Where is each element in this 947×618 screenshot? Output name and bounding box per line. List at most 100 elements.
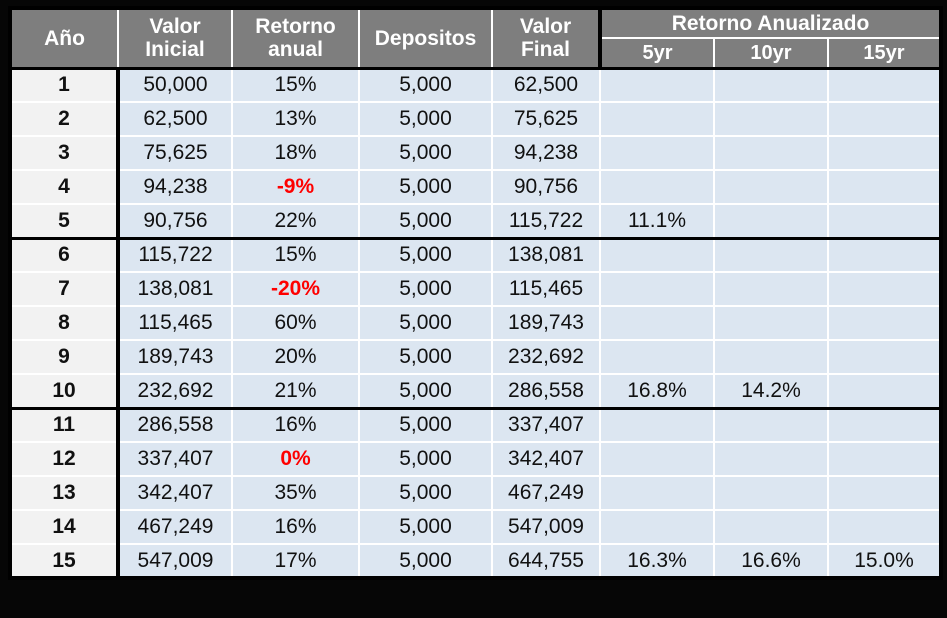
cell-final-value: 115,722 [491,203,601,240]
cell-deposit: 5,000 [358,441,493,477]
cell-initial-value: 337,407 [117,441,233,477]
cell-return-10yr [713,339,829,375]
cell-final-value: 342,407 [491,441,601,477]
cell-return-5yr [599,135,715,171]
cell-return-15yr [827,339,942,375]
cell-return-5yr [599,101,715,137]
cell-annual-return: 17% [231,543,360,579]
cell-year: 9 [9,339,120,375]
cell-return-5yr [599,271,715,307]
cell-deposit: 5,000 [358,203,493,240]
cell-return-5yr [599,339,715,375]
cell-initial-value: 115,722 [117,237,233,273]
cell-return-15yr [827,305,942,341]
cell-initial-value: 189,743 [117,339,233,375]
cell-return-10yr [713,237,829,273]
cell-final-value: 286,558 [491,373,601,410]
cell-year: 11 [9,407,120,443]
col-header-final-value: Valor Final [491,7,602,69]
cell-annual-return: 22% [231,203,360,240]
cell-return-15yr [827,169,942,205]
col-header-initial-value: Valor Inicial [117,7,233,69]
cell-initial-value: 115,465 [117,305,233,341]
cell-return-5yr [599,407,715,443]
cell-initial-value: 547,009 [117,543,233,579]
cell-return-5yr [599,305,715,341]
cell-return-15yr [827,475,942,511]
cell-annual-return: 16% [231,509,360,545]
cell-annual-return: 16% [231,407,360,443]
cell-deposit: 5,000 [358,373,493,410]
cell-annual-return: 60% [231,305,360,341]
cell-initial-value: 138,081 [117,271,233,307]
cell-final-value: 467,249 [491,475,601,511]
cell-return-10yr [713,66,829,103]
investment-returns-table: Año Valor Inicial Retorno anual Deposito… [8,6,943,580]
cell-deposit: 5,000 [358,475,493,511]
cell-initial-value: 94,238 [117,169,233,205]
cell-annual-return: 21% [231,373,360,410]
cell-final-value: 644,755 [491,543,601,579]
table-row: 5 90,756 22% 5,000 115,722 11.1% [9,203,942,240]
cell-return-15yr: 15.0% [827,543,942,579]
cell-year: 7 [9,271,120,307]
cell-return-5yr: 16.3% [599,543,715,579]
table-row: 8 115,465 60% 5,000 189,743 [9,305,942,341]
cell-final-value: 547,009 [491,509,601,545]
cell-return-15yr [827,271,942,307]
cell-final-value: 62,500 [491,66,601,103]
cell-year: 13 [9,475,120,511]
cell-final-value: 94,238 [491,135,601,171]
cell-year: 5 [9,203,120,240]
cell-return-10yr [713,101,829,137]
table-row: 7 138,081 -20% 5,000 115,465 [9,271,942,307]
cell-year: 4 [9,169,120,205]
table-row: 3 75,625 18% 5,000 94,238 [9,135,942,171]
cell-return-15yr [827,407,942,443]
table-header: Año Valor Inicial Retorno anual Deposito… [9,7,942,69]
cell-annual-return: 15% [231,237,360,273]
cell-final-value: 75,625 [491,101,601,137]
cell-final-value: 189,743 [491,305,601,341]
cell-initial-value: 342,407 [117,475,233,511]
cell-final-value: 115,465 [491,271,601,307]
col-header-annualized-return: Retorno Anualizado [599,7,942,39]
cell-return-15yr [827,509,942,545]
cell-return-10yr [713,203,829,240]
cell-initial-value: 286,558 [117,407,233,443]
table-row: 15 547,009 17% 5,000 644,755 16.3% 16.6% 15.0% [9,543,942,579]
cell-deposit: 5,000 [358,543,493,579]
table-row: 2 62,500 13% 5,000 75,625 [9,101,942,137]
cell-deposit: 5,000 [358,66,493,103]
col-header-year: Año [9,7,119,69]
cell-return-5yr: 11.1% [599,203,715,240]
cell-annual-return: 18% [231,135,360,171]
table-row: 10 232,692 21% 5,000 286,558 16.8% 14.2% [9,373,942,410]
table-row: 6 115,722 15% 5,000 138,081 [9,237,942,273]
cell-return-5yr [599,509,715,545]
cell-initial-value: 467,249 [117,509,233,545]
cell-year: 15 [9,543,120,579]
cell-return-10yr [713,441,829,477]
cell-return-15yr [827,237,942,273]
cell-return-15yr [827,101,942,137]
cell-final-value: 337,407 [491,407,601,443]
cell-final-value: 232,692 [491,339,601,375]
cell-return-15yr [827,373,942,410]
cell-return-10yr [713,271,829,307]
col-header-15yr: 15yr [827,37,942,69]
cell-return-10yr [713,509,829,545]
cell-annual-return: 35% [231,475,360,511]
cell-return-5yr [599,66,715,103]
cell-annual-return: 13% [231,101,360,137]
cell-return-5yr [599,441,715,477]
cell-initial-value: 75,625 [117,135,233,171]
col-header-10yr: 10yr [713,37,829,69]
cell-initial-value: 50,000 [117,66,233,103]
col-header-5yr: 5yr [599,37,715,69]
cell-return-10yr [713,475,829,511]
cell-return-5yr [599,169,715,205]
table-row: 12 337,407 0% 5,000 342,407 [9,441,942,477]
cell-year: 3 [9,135,120,171]
table-row: 11 286,558 16% 5,000 337,407 [9,407,942,443]
